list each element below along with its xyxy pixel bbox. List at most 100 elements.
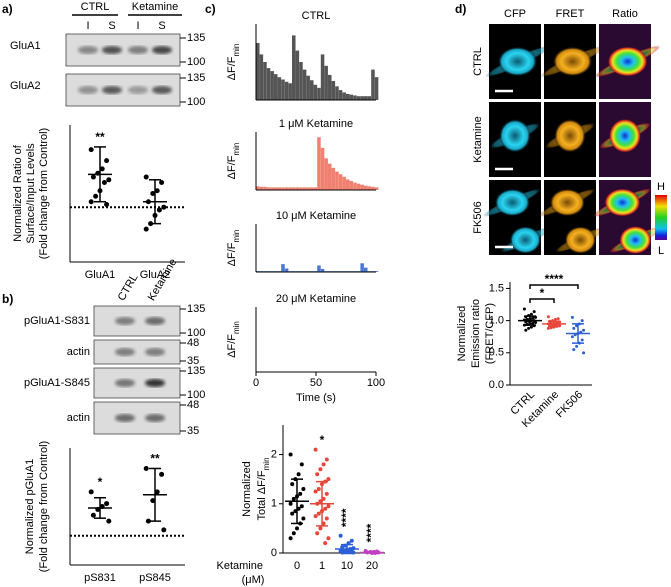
bar [353,182,357,190]
bar [270,187,274,190]
colorbar [655,195,667,240]
y-axis-label: Normalized pGluA1 [24,459,36,554]
marker-label: 135 [187,303,205,315]
bar [266,187,271,190]
data-point [326,504,331,509]
x-tick-label: GluA2 [140,269,171,281]
data-point [323,541,328,546]
bar [320,147,325,190]
data-point [291,531,296,536]
data-point [156,207,162,213]
blot-band [145,348,165,356]
cell-body [552,46,593,77]
blot-band [152,86,172,94]
data-point [150,191,156,196]
data-point [572,348,576,352]
data-point [318,526,323,531]
data-point [531,321,535,325]
data-point [323,506,328,511]
marker-label: 48 [187,337,199,349]
blot-band [78,46,98,54]
cell-body [619,226,652,254]
x-tick-label: FK506 [554,389,585,420]
data-point [572,326,576,330]
y-axis-label: ΔF/Fmin [226,230,241,267]
x-tick-label: 1 [319,560,325,572]
panel-label: a) [2,2,13,16]
data-point [529,325,533,329]
significance: **** [364,523,378,542]
data-point [575,344,579,348]
bar [338,90,343,100]
lane-label: S [108,20,115,32]
group-label: Ketamine [132,1,178,13]
blot-frame [93,339,181,365]
bar [284,268,289,272]
bar [299,62,303,100]
bar [346,179,350,190]
bar [295,50,300,100]
cell-body [509,226,542,254]
data-point [299,462,304,467]
bar [313,84,318,100]
x-axis-label: (μM) [242,574,265,586]
data-point [101,180,107,186]
data-point [546,326,550,330]
y-tick-label: 1 [271,498,277,510]
bar [360,96,364,100]
bar [306,75,310,100]
y-tick-label: 1.0 [489,315,504,327]
bar [302,69,307,100]
marker-label: 35 [187,355,199,367]
bar [374,77,379,100]
data-point [301,487,306,491]
data-point [291,496,296,501]
significance: * [540,286,545,300]
significance: ** [150,452,160,466]
bar [320,54,325,100]
bar [317,87,321,100]
data-point [159,180,165,186]
bar [284,187,289,190]
data-point [532,310,536,314]
blot-frame [93,305,181,337]
bar [364,185,368,190]
significance: **** [545,272,564,286]
column-header: Ratio [612,8,638,20]
bar [331,167,336,190]
y-tick-label: 2 [271,448,277,460]
data-point [534,321,538,325]
data-point [99,166,105,172]
data-point [290,482,295,487]
data-point [531,316,535,320]
cell-body [554,118,586,153]
bar [281,79,285,100]
bar [374,271,379,272]
subplot-title: 1 μM Ketamine [279,118,353,130]
y-axis-label: Normalized [456,306,468,362]
cell-body [607,46,648,77]
data-point [154,489,160,495]
data-point [522,307,526,311]
blot-band [78,86,98,94]
data-point [580,319,584,323]
y-axis-label: Total ΔF/Fmin [256,457,271,520]
blot-frame [93,401,181,435]
bar [324,65,328,100]
data-point [313,514,318,519]
cell-body [499,118,531,153]
y-tick-label: 0 [271,547,277,559]
column-header: FRET [556,8,585,20]
y-axis-label-sub: min [232,230,241,243]
y-axis-label-main: ΔF/F [226,56,238,80]
row-label: GluA2 [10,80,41,92]
bar [353,95,357,100]
bar [310,187,314,190]
significance: ** [95,130,105,144]
bar [277,77,282,100]
bar [263,186,267,190]
data-point [324,457,329,462]
y-axis-label-sub: min [232,143,241,156]
blot-band [145,317,165,325]
